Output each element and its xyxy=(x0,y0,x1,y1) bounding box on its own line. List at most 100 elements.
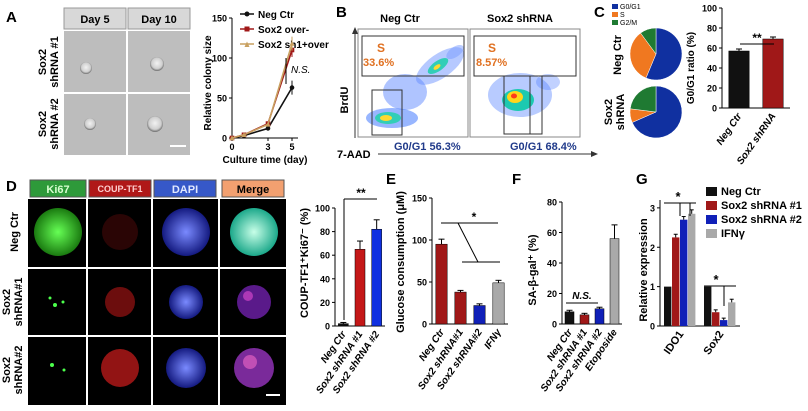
ns-annotation: N.S. xyxy=(572,291,591,302)
expression-y-tick-label: 0 xyxy=(650,322,655,332)
colony xyxy=(84,118,96,130)
day10-header xyxy=(127,7,191,30)
g0g1-y-tick-label: 60 xyxy=(707,44,717,54)
expression-bar xyxy=(688,213,696,326)
legend-shrna1: Sox2 shRNA #1 xyxy=(721,200,802,212)
row-label-shrna2-line2: shRNA#2 xyxy=(13,346,25,395)
significance-bracket-leg xyxy=(457,222,479,263)
row-label-neg-ctr: Neg Ctr xyxy=(9,211,21,251)
couptf1-bar xyxy=(338,323,349,327)
legend-marker xyxy=(244,41,250,47)
panel-label-g: G xyxy=(636,171,648,188)
expression-ylabel: Relative expression xyxy=(638,218,650,322)
relative-expression-bar-chart: Relative expression Neg Ctr Sox2 shRNA #… xyxy=(638,186,802,357)
couptf1-bar xyxy=(371,228,382,327)
legend-shrna2: Sox2 shRNA #2 xyxy=(721,214,802,226)
couptf1-y-tick-label: 80 xyxy=(320,227,330,237)
ki67-cell xyxy=(53,303,57,307)
expression-bar xyxy=(704,286,712,326)
channel-ki67: Ki67 xyxy=(46,184,69,196)
channel-couptf1: COUP-TF1 xyxy=(98,184,143,194)
legend-swatch-s xyxy=(612,12,618,17)
flow-plot-frame xyxy=(469,28,581,138)
g0g1-y-tick-label: 40 xyxy=(707,64,717,74)
dapi-colony xyxy=(166,348,206,388)
channel-header-dapi xyxy=(153,179,217,198)
sa-beta-gal-bar xyxy=(579,314,590,325)
line-chart-y-tick-label: 150 xyxy=(212,14,227,24)
significance-stars: ** xyxy=(356,186,366,200)
expression-legend: Neg Ctr Sox2 shRNA #1 Sox2 shRNA #2 IFNγ xyxy=(706,186,802,240)
sa-beta-gal-y-tick-label: 0 xyxy=(552,320,557,330)
line-chart-x-tick-label: 0 xyxy=(229,142,234,152)
line-chart-xlabel: Culture time (day) xyxy=(222,155,307,166)
sa-beta-gal-y-tick-label: 60 xyxy=(547,228,557,238)
legend-swatch xyxy=(706,201,717,210)
channel-header-merge xyxy=(221,179,285,198)
legend-marker xyxy=(244,26,250,32)
glucose-bar xyxy=(454,291,467,325)
legend-marker xyxy=(244,11,250,17)
immunofluorescence-grid xyxy=(28,199,286,405)
expression-y-tick-label: 2 xyxy=(650,243,655,253)
row-label-shrna1-line1: Sox2 xyxy=(1,289,13,315)
glucose-y-tick-label: 50 xyxy=(417,278,427,288)
s-label-sox2-shrna: S xyxy=(488,41,496,55)
expression-bar xyxy=(680,219,688,326)
panel-label-c: C xyxy=(594,4,605,21)
legend-s: S xyxy=(620,12,625,19)
pie-slice xyxy=(640,27,657,55)
pie-label-sox2-line1: Sox2 xyxy=(603,99,615,125)
g0g1-bar xyxy=(762,38,784,109)
s-percent-neg-ctr: 33.6% xyxy=(363,57,394,69)
legend-neg-ctr: Neg Ctr xyxy=(258,10,294,21)
series-line-1 xyxy=(231,49,293,139)
legend-swatch xyxy=(706,215,717,224)
line-chart-legend: Neg Ctr Sox2 over- Sox2 sh1+over xyxy=(240,10,329,51)
day5-header xyxy=(63,7,127,30)
glucose-ylabel: Glucose consumption (μM) xyxy=(395,191,407,333)
expression-category-label: Sox2 xyxy=(702,329,727,357)
flow-cloud xyxy=(383,74,427,110)
couptf1-y-tick-label: 100 xyxy=(315,204,330,214)
glucose-bar xyxy=(435,243,448,325)
day5-header-label: Day 5 xyxy=(80,14,109,26)
legend-swatch-g0g1 xyxy=(612,4,618,9)
merge-colony xyxy=(234,348,274,388)
flow-title-neg-ctr: Neg Ctr xyxy=(380,13,420,25)
expression-bar xyxy=(720,320,728,326)
couptf1-colony xyxy=(102,214,138,250)
s-percent-sox2-shrna: 8.57% xyxy=(476,57,507,69)
row-label-shrna2-line2: shRNA #2 xyxy=(49,98,61,150)
glucose-bar xyxy=(492,282,505,325)
row-label-shrna2-line1: Sox2 xyxy=(1,357,13,383)
merge-overlap xyxy=(243,291,253,301)
row-label-shrna1-line1: Sox2 xyxy=(37,49,49,75)
line-chart-ylabel: Relative colony size xyxy=(203,35,214,130)
legend-swatch xyxy=(706,229,717,238)
legend-g2m: G2/M xyxy=(620,20,637,27)
couptf1-y-tick-label: 40 xyxy=(320,274,330,284)
panel-label-a: A xyxy=(6,9,17,26)
panel-label-f: F xyxy=(512,171,521,188)
g0g1-y-tick-label: 80 xyxy=(707,24,717,34)
glucose-category-label: IFNγ xyxy=(483,326,505,351)
flow-ylabel-brdu: BrdU xyxy=(339,87,351,114)
flow-xlabel-7aad: 7-AAD xyxy=(337,149,371,161)
panel-label-d: D xyxy=(6,178,17,195)
day10-header-label: Day 10 xyxy=(141,14,176,26)
glucose-y-tick-label: 100 xyxy=(412,236,427,246)
dapi-colony xyxy=(162,208,210,256)
data-point xyxy=(241,132,247,137)
merge-colony xyxy=(237,285,271,319)
line-chart-y-tick-label: 50 xyxy=(217,94,227,104)
legend-sox2-over: Sox2 over- xyxy=(258,25,309,36)
expression-y-tick-label: 1 xyxy=(650,282,655,292)
merge-overlap xyxy=(243,355,257,369)
data-point xyxy=(265,121,271,127)
merge-colony xyxy=(230,208,278,256)
